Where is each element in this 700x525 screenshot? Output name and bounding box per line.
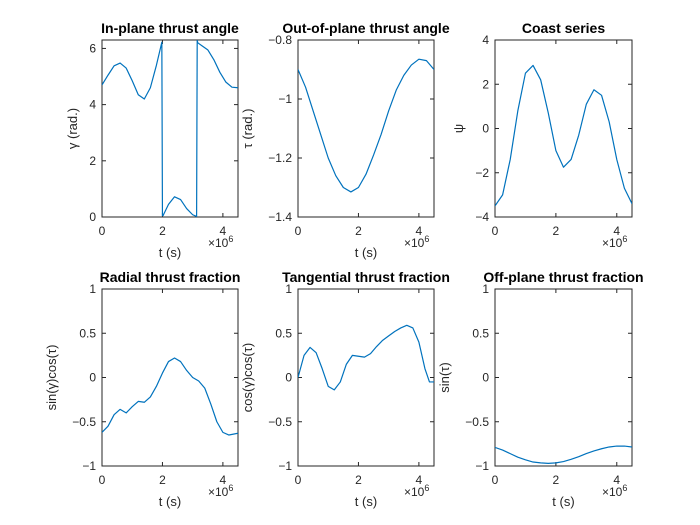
y-tick-label: 1 — [89, 282, 96, 296]
series-line-1 — [102, 357, 238, 436]
x-axis-label: t (s) — [552, 494, 574, 509]
x-tick-label: 0 — [99, 224, 106, 238]
subplot-4: 0 2 4 −1 −0.5 0 0.5 1 Radial thrust fraction t (s… — [44, 269, 240, 509]
y-tick-label: 4 — [482, 33, 489, 47]
x-tick-label: 2 — [553, 224, 560, 238]
y-tick-label: 2 — [89, 154, 96, 168]
x-tick-label: 4 — [220, 473, 227, 487]
x-tick-label: 4 — [613, 224, 620, 238]
y-tick-label: −0.5 — [72, 415, 96, 429]
x-tick-label: 0 — [492, 473, 499, 487]
x-tick-label: 2 — [553, 473, 560, 487]
axes-box — [494, 288, 633, 467]
x-exponent-power: 6 — [228, 483, 233, 493]
x-exponent-power: 6 — [424, 483, 429, 493]
y-tick-label: −1 — [278, 459, 292, 473]
subplot-title: Radial thrust fraction — [100, 269, 241, 285]
y-tick-label: 1 — [482, 282, 489, 296]
y-tick-label: 0 — [482, 122, 489, 136]
y-tick-label: 0.5 — [472, 326, 489, 340]
y-tick-label: 0 — [482, 371, 489, 385]
y-tick-label: −1.4 — [268, 210, 292, 224]
y-axis-label: sin(γ)cos(τ) — [44, 345, 59, 411]
axes-box — [101, 288, 239, 467]
x-tick-label: 4 — [613, 473, 620, 487]
y-tick-label: 0 — [89, 371, 96, 385]
y-tick-label: −1 — [278, 92, 292, 106]
series-line-1 — [495, 445, 632, 464]
subplot-title: Out-of-plane thrust angle — [282, 20, 449, 36]
x-tick-label: 4 — [220, 224, 227, 238]
y-tick-label: −1 — [82, 459, 96, 473]
y-tick-label: 1 — [285, 282, 292, 296]
x-exponent-power: 6 — [622, 483, 627, 493]
x-tick-label: 0 — [492, 224, 499, 238]
y-axis-label: cos(γ)cos(τ) — [240, 343, 255, 412]
y-tick-label: −1.2 — [268, 151, 292, 165]
y-axis-label: τ (rad.) — [240, 109, 255, 149]
series-line-1 — [298, 58, 434, 193]
x-axis-label: t (s) — [159, 245, 181, 260]
x-exponent-label: ×106 — [208, 234, 233, 250]
axes-box — [101, 39, 239, 218]
y-tick-label: 0.5 — [275, 326, 292, 340]
x-exponent-label: ×106 — [208, 483, 233, 499]
x-tick-label: 2 — [355, 224, 362, 238]
x-tick-label: 4 — [416, 473, 423, 487]
x-exponent-power: 6 — [622, 234, 627, 244]
axes-box — [297, 39, 435, 218]
y-tick-label: −2 — [475, 166, 489, 180]
x-exponent-label: ×106 — [602, 234, 627, 250]
y-axis-label: γ (rad.) — [65, 108, 80, 149]
y-tick-label: 4 — [89, 98, 96, 112]
subplot-title: Coast series — [522, 20, 605, 36]
x-exponent-label: ×106 — [602, 483, 627, 499]
x-exponent-label: ×106 — [404, 483, 429, 499]
series-line-1 — [298, 324, 434, 391]
subplot-3: 0 2 4 −4 −2 0 2 4 Coast series ×106 ψ — [451, 20, 633, 250]
x-tick-label: 0 — [99, 473, 106, 487]
x-tick-label: 4 — [416, 224, 423, 238]
y-tick-label: −0.5 — [465, 415, 489, 429]
y-tick-label: 2 — [482, 77, 489, 91]
x-axis-label: t (s) — [159, 494, 181, 509]
y-tick-label: −1 — [475, 459, 489, 473]
y-tick-label: 0.5 — [79, 326, 96, 340]
x-axis-label: t (s) — [355, 494, 377, 509]
y-tick-label: 0 — [285, 371, 292, 385]
y-axis-label: sin(τ) — [437, 362, 452, 392]
x-tick-label: 0 — [295, 224, 302, 238]
subplot-title: Off-plane thrust fraction — [483, 269, 643, 285]
x-exponent-power: 6 — [424, 234, 429, 244]
x-tick-label: 2 — [159, 473, 166, 487]
x-exponent-power: 6 — [228, 234, 233, 244]
series-line-1 — [495, 64, 632, 207]
subplot-title: Tangential thrust fraction — [282, 269, 450, 285]
y-tick-label: 0 — [89, 210, 96, 224]
y-tick-label: −4 — [475, 210, 489, 224]
y-tick-label: −0.8 — [268, 33, 292, 47]
series-line-1 — [102, 40, 238, 217]
y-axis-label: ψ — [451, 124, 466, 133]
axes-box — [494, 39, 633, 218]
x-exponent-label: ×106 — [404, 234, 429, 250]
y-tick-label: −0.5 — [268, 415, 292, 429]
x-tick-label: 2 — [159, 224, 166, 238]
y-tick-label: 6 — [89, 41, 96, 55]
subplot-title: In-plane thrust angle — [101, 20, 239, 36]
x-tick-label: 2 — [355, 473, 362, 487]
axes-box — [297, 288, 435, 467]
x-tick-label: 0 — [295, 473, 302, 487]
x-axis-label: t (s) — [355, 245, 377, 260]
